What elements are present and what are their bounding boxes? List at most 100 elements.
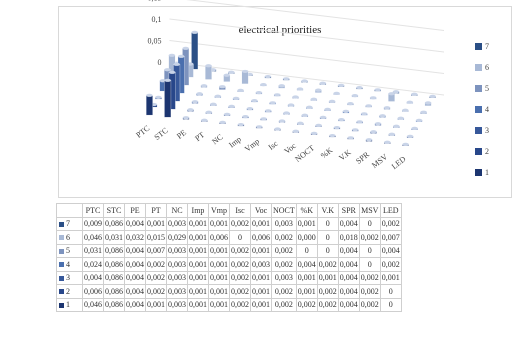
table-cell: 0,004 xyxy=(337,270,360,285)
gridline xyxy=(186,0,445,31)
table-column-header: Vmp xyxy=(208,203,230,218)
bar-top xyxy=(146,93,153,97)
table-cell: 0,024 xyxy=(82,257,104,272)
bar-top xyxy=(255,91,263,95)
x-tick-label: V.K xyxy=(337,148,353,163)
table-row-header: 6 xyxy=(56,230,83,245)
bar-top xyxy=(182,46,189,50)
table-cell: 0,002 xyxy=(358,270,381,285)
table-column-header: SPR xyxy=(337,203,360,218)
x-tick-label: PE xyxy=(175,128,188,141)
bar-top xyxy=(164,78,171,82)
bar-top xyxy=(429,94,436,98)
table-cell: 0,002 xyxy=(145,257,167,272)
gridline xyxy=(169,18,445,53)
legend-item: 2 xyxy=(475,141,511,162)
chart-title: electrical priorities xyxy=(238,24,322,36)
table-cell: 0,002 xyxy=(271,243,297,258)
table-cell: 0,004 xyxy=(379,243,402,258)
table-cell: 0,003 xyxy=(166,257,188,272)
legend-item: 4 xyxy=(475,99,511,120)
bar-top xyxy=(333,91,340,95)
table-cell: 0,002 xyxy=(316,257,339,272)
legend-label: 6 xyxy=(485,63,489,72)
table-row: 4 0,024 0,086 0,004 0,002 0,003 0,001 0,001 0,00… xyxy=(56,257,402,272)
legend-key-swatch xyxy=(59,262,64,268)
x-tick-label: MSV xyxy=(370,152,389,170)
bar-top xyxy=(329,134,336,138)
table-cell: 0,002 xyxy=(145,270,167,285)
table-cell: 0,004 xyxy=(337,243,360,258)
table-row-header: 5 xyxy=(56,243,83,258)
table-cell: 0,002 xyxy=(229,270,251,285)
table-row-header: 1 xyxy=(56,297,83,312)
legend-item: 6 xyxy=(475,57,511,78)
bar-top xyxy=(365,104,372,108)
bar-top xyxy=(228,70,235,74)
bar xyxy=(145,95,153,116)
table-cell: 0,002 xyxy=(379,257,402,272)
table-cell: 0,000 xyxy=(295,230,318,245)
table-cell: 0,004 xyxy=(295,257,318,272)
bar-top xyxy=(155,95,162,99)
table-cell: 0,003 xyxy=(271,270,297,285)
bar-top xyxy=(205,64,212,68)
table-column-header: %K xyxy=(295,203,318,218)
table-column-header: Imp xyxy=(187,203,209,218)
legend-swatch xyxy=(475,43,482,50)
table-cell: 0,002 xyxy=(358,297,381,312)
bar-top xyxy=(251,99,258,103)
gridline xyxy=(169,40,445,74)
bar-top xyxy=(255,125,263,129)
table-cell: 0,086 xyxy=(103,216,125,231)
bar-top xyxy=(342,109,350,113)
bar-top xyxy=(315,123,322,127)
table-cell: 0,086 xyxy=(103,270,125,285)
x-tick-label: Isc xyxy=(267,139,280,152)
table-cell: 0,003 xyxy=(166,284,188,299)
bar-top xyxy=(415,118,423,122)
table-cell: 0,002 xyxy=(271,230,297,245)
bar-top xyxy=(219,120,226,124)
table-cell: 0,002 xyxy=(271,257,297,272)
table-row: 2 0,006 0,086 0,004 0,002 0,003 0,001 0,001 0,00… xyxy=(56,284,402,299)
bar-top xyxy=(283,111,290,115)
table-cell: 0,002 xyxy=(358,230,381,245)
bar-top xyxy=(333,126,341,130)
bar-top xyxy=(324,107,331,111)
bar-top xyxy=(301,79,308,83)
bar xyxy=(164,80,172,118)
table-cell: 0 xyxy=(379,284,402,299)
table-column-header: Isc xyxy=(229,203,251,218)
legend-label: 2 xyxy=(485,147,489,156)
table-cell: 0,001 xyxy=(295,216,318,231)
table-cell: 0 xyxy=(316,243,339,258)
bar xyxy=(205,65,212,80)
legend-key-swatch xyxy=(59,248,64,254)
bar-top xyxy=(406,100,414,104)
table-cell: 0,004 xyxy=(124,284,146,299)
table-cell: 0,004 xyxy=(124,297,146,312)
x-tick-label: %K xyxy=(319,145,335,160)
table-row: 6 0,046 0,031 0,032 0,015 0,029 0,001 0,006 0 0,0… xyxy=(56,230,402,245)
x-tick-label: PT xyxy=(193,130,206,143)
bar-top xyxy=(191,100,199,104)
bar-top xyxy=(274,127,281,131)
table-cell: 0,002 xyxy=(229,243,251,258)
bar-top xyxy=(319,81,327,85)
x-tick-label: Imp xyxy=(227,135,243,150)
table-cell: 0 xyxy=(379,297,402,312)
table-cell: 0,002 xyxy=(229,257,251,272)
bar-top xyxy=(287,103,295,107)
bar-top xyxy=(370,130,377,134)
chart-legend: 7 6 5 4 3 2 1 xyxy=(475,36,511,183)
table-cell: 0,001 xyxy=(187,297,209,312)
legend-label: 3 xyxy=(485,126,489,135)
table-cell: 0,018 xyxy=(337,230,360,245)
bar-top xyxy=(223,112,231,116)
bar-top xyxy=(237,88,244,92)
table-cell: 0,007 xyxy=(145,243,167,258)
table-cell: 0,002 xyxy=(316,297,339,312)
legend-key-swatch xyxy=(59,275,64,281)
